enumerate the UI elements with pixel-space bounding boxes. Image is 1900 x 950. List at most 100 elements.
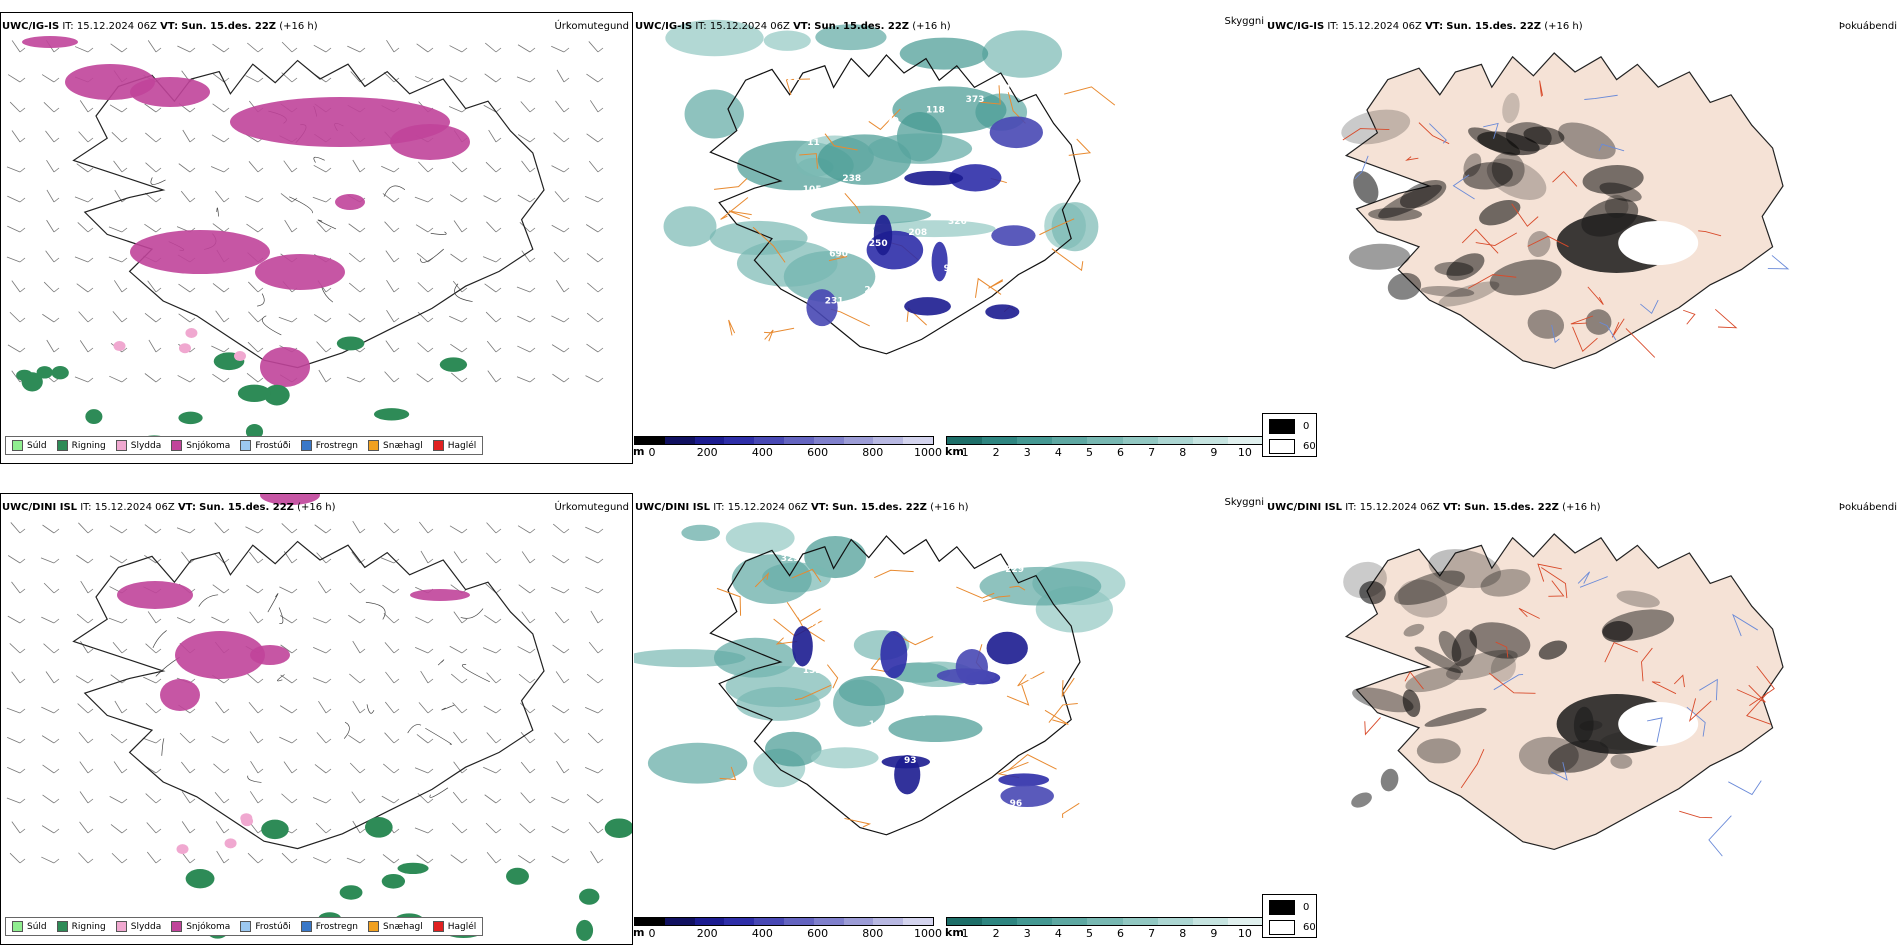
wind-barb-shaft bbox=[247, 852, 259, 864]
cloudbase-value-label: 208 bbox=[908, 228, 927, 238]
wind-barb bbox=[110, 733, 128, 744]
wind-barb-shaft bbox=[7, 344, 21, 353]
snow-area bbox=[260, 347, 310, 387]
wind-barb bbox=[382, 584, 400, 594]
colorbar-tick: 10 bbox=[1237, 927, 1252, 940]
colorbar-bin bbox=[664, 918, 695, 925]
wind-barb bbox=[40, 557, 60, 564]
wind-barb bbox=[586, 312, 604, 323]
wind-barb-flag bbox=[121, 798, 128, 804]
wind-barb-shaft bbox=[214, 792, 225, 804]
fog-legend-label: 0 bbox=[1303, 902, 1310, 913]
wind-barb-shaft bbox=[211, 134, 225, 143]
wind-barb-flag bbox=[427, 347, 434, 353]
wind-barb-shaft bbox=[487, 370, 497, 383]
river bbox=[1599, 321, 1617, 341]
wind-barb-flag bbox=[223, 77, 230, 83]
visibility-area bbox=[899, 37, 989, 70]
wind-barb-flag bbox=[53, 798, 60, 804]
wind-barb bbox=[213, 763, 230, 774]
wind-barb-shaft bbox=[11, 671, 21, 684]
road bbox=[785, 78, 811, 96]
fog-index-area bbox=[1394, 570, 1465, 605]
wind-barb bbox=[111, 132, 128, 143]
wind-barb-shaft bbox=[246, 584, 259, 594]
fog-index-area bbox=[1451, 629, 1478, 667]
wind-barb bbox=[551, 796, 570, 804]
wind-barb-flag bbox=[461, 738, 468, 744]
wind-barb bbox=[108, 226, 128, 233]
wind-barb-flag bbox=[155, 738, 162, 744]
wind-barb bbox=[551, 586, 570, 594]
colorbar-bin bbox=[1087, 918, 1123, 925]
colorbar-bin bbox=[694, 437, 725, 444]
road bbox=[1537, 563, 1562, 582]
wind-barb-flag bbox=[563, 768, 570, 774]
wind-barb-shaft bbox=[516, 76, 531, 83]
wind-barb bbox=[483, 104, 502, 113]
wind-barb bbox=[318, 700, 332, 714]
legend-item: Slydda bbox=[115, 921, 161, 932]
wind-barb-shaft bbox=[486, 221, 497, 233]
wind-barb-flag bbox=[19, 738, 26, 744]
wind-barb-shaft bbox=[248, 281, 259, 293]
snow-area bbox=[160, 679, 200, 711]
wind-barb bbox=[483, 705, 502, 714]
colorbar-tick: 600 bbox=[807, 927, 829, 940]
colorbar-tick: 1 bbox=[961, 446, 969, 459]
cloudbase-value-label: 121 bbox=[988, 206, 1007, 216]
road bbox=[1679, 810, 1713, 819]
wind-barb bbox=[552, 523, 570, 534]
terrain-contour bbox=[366, 704, 375, 714]
wind-barb bbox=[283, 761, 298, 774]
wind-barb-flag bbox=[461, 678, 468, 684]
road bbox=[1475, 232, 1518, 247]
wind-barb-shaft bbox=[453, 220, 463, 233]
road bbox=[824, 133, 858, 151]
wind-barb-shaft bbox=[588, 641, 599, 654]
colorbar-bin bbox=[724, 918, 755, 925]
cloudbase-value-label: 690 bbox=[829, 250, 848, 260]
snow-area bbox=[410, 589, 470, 601]
wind-barb-shaft bbox=[384, 732, 395, 744]
wind-barb bbox=[347, 45, 366, 53]
wind-barb-shaft bbox=[249, 611, 259, 624]
wind-barb-shaft bbox=[7, 74, 21, 83]
colorbar-tick: 5 bbox=[1085, 927, 1093, 940]
wind-barb bbox=[352, 159, 366, 173]
wind-barb bbox=[482, 256, 502, 263]
wind-barb-shaft bbox=[111, 132, 123, 143]
fog-index-area bbox=[1405, 667, 1461, 693]
wind-barb-flag bbox=[563, 227, 570, 233]
wind-barb-flag bbox=[87, 588, 94, 594]
wind-barb-shaft bbox=[317, 581, 327, 594]
wind-barb-flag bbox=[461, 558, 468, 564]
wind-barb-shaft bbox=[483, 766, 497, 774]
wind-barb bbox=[382, 854, 400, 864]
wind-barb-flag bbox=[359, 798, 366, 804]
wind-barb bbox=[214, 792, 230, 804]
road bbox=[1611, 318, 1625, 338]
wind-barb bbox=[6, 166, 26, 173]
colorbar-tick: 4 bbox=[1054, 446, 1062, 459]
wind-barb bbox=[178, 283, 196, 293]
wind-barb-shaft bbox=[520, 702, 531, 714]
wind-barb-shaft bbox=[74, 46, 89, 53]
wind-barb-flag bbox=[427, 798, 434, 804]
wind-barb-shaft bbox=[587, 732, 599, 744]
road bbox=[1068, 138, 1092, 156]
visibility-area bbox=[647, 742, 748, 784]
wind-barb bbox=[113, 160, 128, 173]
wind-barb bbox=[144, 223, 162, 233]
wind-barb-shaft bbox=[386, 279, 395, 293]
wind-barb-shaft bbox=[43, 102, 55, 113]
wind-barb-shaft bbox=[520, 761, 531, 774]
legend-swatch bbox=[12, 921, 23, 932]
wind-barb bbox=[420, 550, 434, 564]
wind-barb-flag bbox=[597, 588, 604, 594]
wind-barb-shaft bbox=[486, 851, 497, 864]
wind-barb bbox=[42, 313, 60, 323]
wind-barb-flag bbox=[19, 798, 26, 804]
wind-barb-flag bbox=[495, 167, 502, 173]
wind-barb bbox=[249, 731, 264, 744]
